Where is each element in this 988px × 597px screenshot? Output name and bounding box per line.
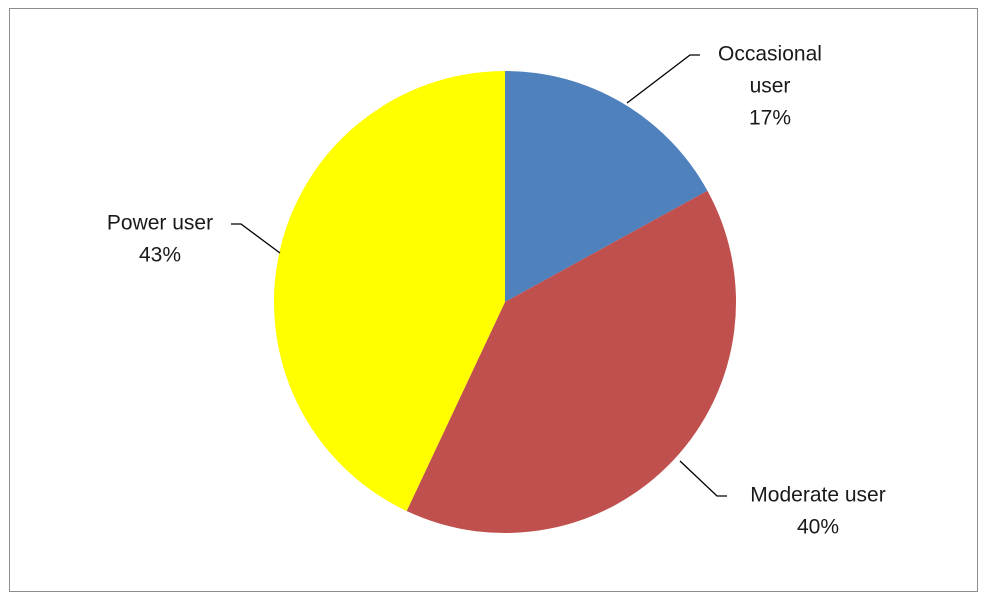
category-label-moderate-user: Moderate user bbox=[750, 484, 885, 507]
pie-slice-power-user bbox=[273, 71, 505, 512]
category-label-occasional-user: user bbox=[750, 75, 791, 98]
category-label-occasional-user: Occasional bbox=[718, 43, 822, 66]
leader-line-occasional-user bbox=[626, 54, 700, 104]
value-label-occasional-user: 17% bbox=[749, 107, 791, 130]
pie-slices bbox=[273, 70, 737, 534]
leader-line-power-user bbox=[231, 223, 281, 254]
category-label-power-user: Power user bbox=[107, 212, 213, 235]
value-label-moderate-user: 40% bbox=[797, 516, 839, 539]
leader-lines bbox=[231, 54, 727, 497]
value-label-power-user: 43% bbox=[139, 244, 181, 267]
leader-line-moderate-user bbox=[679, 460, 727, 497]
pie-slice-occasional-user bbox=[505, 70, 708, 302]
data-labels: Occasional user 17% Moderate user 40% Power u… bbox=[107, 43, 886, 539]
pie-slice-moderate-user bbox=[406, 190, 737, 534]
